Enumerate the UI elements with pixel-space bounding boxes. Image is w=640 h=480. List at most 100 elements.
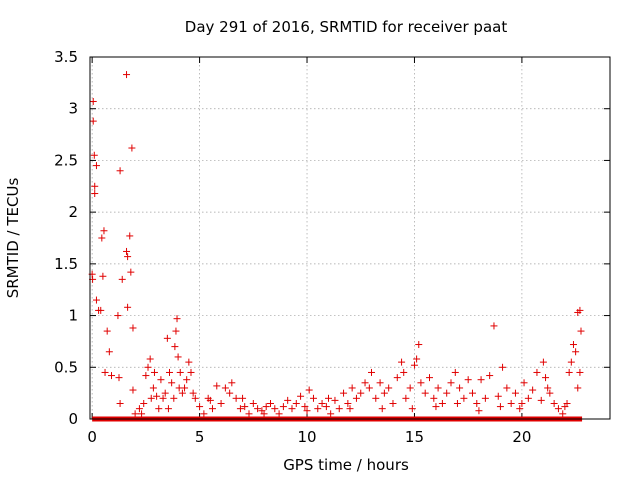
data-point xyxy=(115,374,123,382)
data-point xyxy=(576,368,584,376)
data-point xyxy=(331,396,339,404)
data-point xyxy=(103,327,111,335)
data-point xyxy=(554,405,562,413)
data-point xyxy=(357,389,365,397)
data-point xyxy=(228,379,236,387)
data-point xyxy=(89,97,97,105)
data-point xyxy=(124,303,132,311)
data-point xyxy=(309,394,317,402)
data-point xyxy=(101,368,109,376)
data-point xyxy=(516,405,524,413)
data-point xyxy=(161,389,169,397)
data-point xyxy=(173,315,181,323)
data-point xyxy=(574,384,582,392)
y-tick-label: 2.5 xyxy=(54,151,78,169)
data-point xyxy=(97,306,105,314)
data-point xyxy=(468,389,476,397)
data-point xyxy=(499,363,507,371)
data-point xyxy=(183,376,191,384)
data-point xyxy=(365,384,373,392)
data-point xyxy=(191,394,199,402)
data-point xyxy=(297,392,305,400)
data-point xyxy=(208,405,216,413)
data-point xyxy=(116,167,124,175)
data-point xyxy=(417,379,425,387)
data-point xyxy=(410,361,418,369)
data-point xyxy=(385,384,393,392)
data-point xyxy=(200,410,208,418)
data-point xyxy=(249,399,257,407)
data-point xyxy=(486,372,494,380)
data-point xyxy=(128,144,136,152)
data-point xyxy=(352,394,360,402)
data-point xyxy=(236,405,244,413)
data-point xyxy=(163,334,171,342)
data-point xyxy=(567,358,575,366)
data-point xyxy=(380,389,388,397)
data-point xyxy=(464,376,472,384)
data-point xyxy=(107,372,115,380)
data-point xyxy=(217,399,225,407)
data-point xyxy=(494,392,502,400)
data-point xyxy=(91,190,99,198)
data-point xyxy=(146,355,154,363)
data-point xyxy=(335,405,343,413)
data-point xyxy=(288,405,296,413)
chart-title: Day 291 of 2016, SRMTID for receiver paa… xyxy=(185,18,508,36)
data-point xyxy=(213,382,221,390)
data-point xyxy=(576,306,584,314)
data-point xyxy=(168,379,176,387)
data-point xyxy=(460,394,468,402)
data-point xyxy=(572,348,580,356)
data-point xyxy=(415,341,423,349)
data-point xyxy=(172,327,180,335)
axis-ticks: 0 0.5 1 1.5 2 2.5 3 3.5 0 5 10 15 20 xyxy=(54,48,610,446)
data-point xyxy=(451,368,459,376)
x-tick-label: 5 xyxy=(195,428,205,446)
data-point xyxy=(413,355,421,363)
data-point xyxy=(475,407,483,415)
data-points xyxy=(88,71,585,422)
data-point xyxy=(301,403,309,411)
x-tick-label: 15 xyxy=(405,428,424,446)
data-point xyxy=(185,358,193,366)
y-tick-label: 2 xyxy=(68,203,78,221)
data-point xyxy=(524,394,532,402)
data-point xyxy=(221,384,229,392)
data-point xyxy=(327,410,335,418)
data-point xyxy=(171,343,179,351)
data-point xyxy=(166,368,174,376)
data-point xyxy=(563,399,571,407)
data-point xyxy=(402,394,410,402)
data-point xyxy=(542,374,550,382)
data-point xyxy=(577,327,585,335)
data-point xyxy=(138,410,146,418)
data-point xyxy=(322,403,330,411)
data-point xyxy=(318,399,326,407)
data-point xyxy=(123,71,131,79)
data-point xyxy=(144,363,152,371)
plot-frame xyxy=(89,56,611,420)
data-point xyxy=(496,403,504,411)
data-point xyxy=(421,389,429,397)
data-point xyxy=(245,410,253,418)
data-point xyxy=(98,234,106,242)
data-point xyxy=(303,407,311,415)
data-point xyxy=(91,182,99,190)
data-point xyxy=(520,379,528,387)
y-axis-title: SRMTID / TECUs xyxy=(4,178,22,299)
data-point xyxy=(123,247,131,255)
data-point xyxy=(490,322,498,330)
data-point xyxy=(170,394,178,402)
data-point xyxy=(239,394,247,402)
data-point xyxy=(372,394,380,402)
data-point xyxy=(114,312,122,320)
data-point xyxy=(348,384,356,392)
data-point xyxy=(150,368,158,376)
data-point xyxy=(181,384,189,392)
data-point xyxy=(187,368,195,376)
data-point xyxy=(116,399,124,407)
data-point xyxy=(126,232,134,240)
data-point xyxy=(346,405,354,413)
data-point xyxy=(266,399,274,407)
